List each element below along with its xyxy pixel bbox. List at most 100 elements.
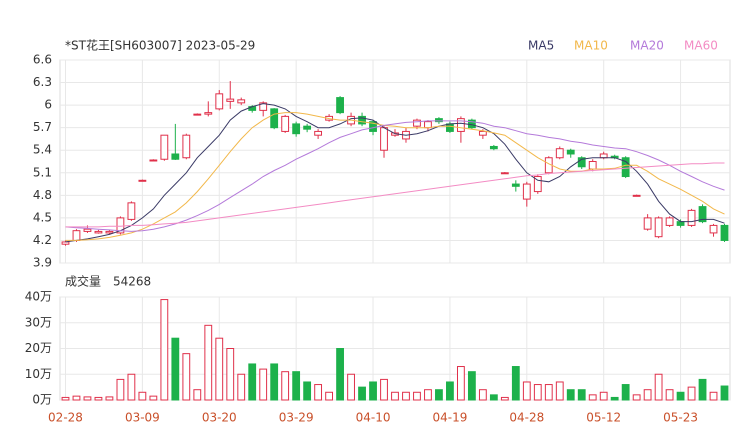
- candle-body: [303, 125, 312, 130]
- candle-body: [588, 161, 597, 170]
- y-tick-label: 6.3: [33, 75, 52, 89]
- candle-body: [259, 102, 268, 111]
- ma-line: [65, 103, 725, 243]
- legend-label: MA5: [528, 39, 554, 53]
- candle-body: [489, 145, 498, 150]
- candle-body: [149, 159, 158, 162]
- volume-bar: [467, 371, 476, 401]
- volume-bar: [654, 373, 663, 401]
- volume-bar: [94, 396, 103, 401]
- candle-body: [500, 172, 509, 175]
- candle-body: [83, 228, 92, 232]
- volume-bar: [105, 396, 114, 401]
- candle-body: [720, 224, 729, 241]
- volume-bar: [709, 391, 718, 401]
- candle-body: [424, 121, 432, 129]
- volume-bar: [621, 384, 630, 401]
- legend-label: MA60: [684, 39, 718, 53]
- volume-bar: [358, 386, 366, 401]
- volume-bar: [270, 363, 279, 401]
- candle-body: [193, 113, 202, 116]
- y-tick-label: 6.6: [33, 53, 52, 67]
- volume-bar: [116, 378, 125, 401]
- candle-body: [358, 115, 366, 125]
- candle-body: [204, 112, 213, 115]
- candle-body: [676, 221, 685, 226]
- volume-bar: [204, 324, 213, 401]
- candle-body: [511, 183, 520, 187]
- volume-bar: [303, 381, 312, 401]
- volume-bar: [413, 391, 421, 401]
- candle-body: [314, 130, 323, 136]
- volume-bar: [599, 391, 608, 401]
- volume-bar: [511, 366, 520, 401]
- x-tick-label: 03-20: [202, 411, 237, 425]
- candle-body: [577, 157, 586, 168]
- volume-bar: [281, 371, 290, 401]
- volume-bar: [610, 396, 619, 401]
- candle-body: [654, 217, 663, 238]
- volume-bar: [61, 396, 70, 401]
- candle-body: [281, 115, 290, 132]
- volume-bar: [138, 391, 147, 401]
- volume-tick-label: 40万: [25, 290, 52, 304]
- candle-body: [456, 118, 465, 132]
- candle-body: [687, 209, 696, 226]
- volume-bar: [402, 391, 410, 401]
- volume-bar: [182, 353, 191, 401]
- candle-body: [116, 217, 125, 234]
- volume-bar: [544, 384, 553, 401]
- candle-body: [292, 123, 301, 135]
- volume-bar: [149, 395, 158, 401]
- volume-bar: [424, 389, 432, 401]
- y-tick-label: 6: [44, 98, 52, 112]
- candle-body: [380, 127, 388, 151]
- volume-bar: [456, 366, 465, 401]
- candle-body: [709, 224, 718, 234]
- volume-bar: [171, 337, 180, 401]
- candle-body: [94, 230, 103, 234]
- volume-bar: [446, 381, 454, 401]
- x-tick-label: 04-19: [432, 411, 467, 425]
- volume-bar: [248, 363, 257, 401]
- candle-body: [182, 134, 191, 159]
- volume-bar: [588, 394, 597, 401]
- candle-body: [643, 217, 652, 230]
- candle-body: [226, 98, 235, 102]
- chart-title: *ST花王[SH603007] 2023-05-29: [65, 38, 255, 53]
- volume-bar: [237, 373, 246, 401]
- volume-bar: [533, 384, 542, 401]
- volume-bar: [522, 381, 531, 401]
- volume-bar: [489, 394, 498, 401]
- candle-body: [72, 230, 81, 241]
- candle-body: [533, 176, 542, 193]
- volume-bar: [314, 384, 323, 401]
- candle-body: [138, 179, 147, 182]
- x-tick-label: 05-12: [586, 411, 621, 425]
- y-tick-label: 3.9: [33, 256, 52, 270]
- y-tick-label: 4.5: [33, 210, 52, 224]
- volume-bar: [391, 391, 399, 401]
- y-tick-label: 5.7: [33, 120, 52, 134]
- y-tick-label: 4.2: [33, 233, 52, 247]
- candle-body: [446, 123, 454, 132]
- candle-body: [522, 183, 531, 200]
- candle-body: [215, 93, 224, 110]
- volume-tick-label: 30万: [25, 315, 52, 329]
- volume-bar: [369, 381, 377, 401]
- candle-body: [698, 206, 707, 223]
- volume-bar: [665, 389, 674, 401]
- volume-bar: [127, 373, 136, 401]
- candle-body: [599, 153, 608, 159]
- y-tick-label: 5.1: [33, 165, 52, 179]
- candle-body: [237, 99, 246, 104]
- volume-bar: [325, 391, 334, 401]
- volume-tick-label: 20万: [25, 341, 52, 355]
- x-tick-label: 02-28: [48, 411, 83, 425]
- volume-latest: 54268: [113, 275, 151, 289]
- y-tick-label: 4.8: [33, 188, 52, 202]
- volume-bar: [698, 378, 707, 401]
- x-tick-label: 05-23: [663, 411, 698, 425]
- volume-tick-label: 0万: [32, 393, 52, 407]
- candle-body: [336, 97, 344, 114]
